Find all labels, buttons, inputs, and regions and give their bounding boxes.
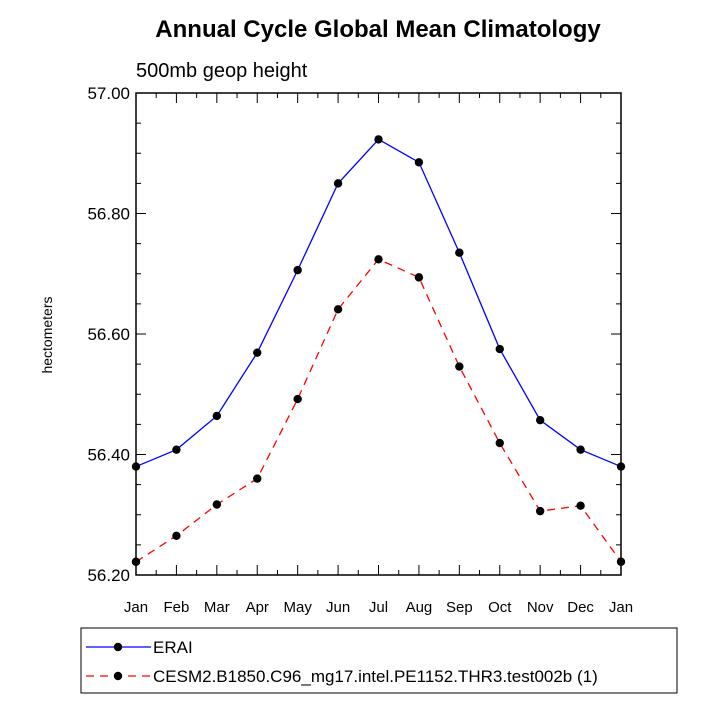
x-tick-label: Apr [246,599,269,616]
data-point [535,415,545,425]
data-point [374,255,383,264]
series-line-2 [135,258,622,563]
x-tick-label: Nov [527,599,554,616]
data-point [293,394,302,404]
legend: ERAI CESM2.B1850.C96_mg17.intel.PE1152.TH… [80,627,678,694]
data-point [495,438,504,448]
plot-frame [135,92,622,576]
x-tick-label: Dec [567,599,594,616]
x-tick-label: Sep [446,599,473,616]
y-tick-label: 56.80 [87,205,130,224]
x-tick-label: Oct [488,599,512,616]
x-tick-label: Jul [369,599,388,616]
legend-label-2: CESM2.B1850.C96_mg17.intel.PE1152.THR3.t… [153,667,598,686]
data-point [535,506,545,516]
data-point [333,305,343,314]
data-point [253,348,262,357]
x-tick-label: Aug [406,599,433,616]
data-point [253,474,262,483]
data-point [576,501,585,510]
y-tick-label: 57.00 [87,84,130,103]
data-point [374,135,383,144]
data-point [172,445,181,454]
y-tick-label: 56.20 [87,566,130,585]
data-point [495,344,504,354]
data-point [333,179,343,188]
x-tick-label: Feb [163,599,189,616]
y-tick-labels: 56.20 56.40 56.60 56.80 57.00 [87,84,130,585]
x-tick-label: Jun [326,599,350,616]
data-point [455,362,464,371]
data-point [455,248,464,257]
x-tick-label: Mar [204,599,230,616]
legend-box [80,627,678,694]
data-point [293,265,302,275]
y-tick-label: 56.60 [87,325,130,344]
legend-marker [113,671,123,681]
chart-title: Annual Cycle Global Mean Climatology [155,16,601,43]
data-point [414,158,424,167]
axis-ticks [135,92,622,576]
chart-subtitle: 500mb geop height [136,60,308,82]
series-layer [131,135,626,566]
data-point [172,531,181,541]
data-point [576,445,585,454]
data-point [212,500,222,509]
x-tick-label: May [283,599,312,616]
x-tick-label: Jan [124,599,148,616]
data-point [414,273,424,282]
legend-marker [113,642,123,652]
legend-label-1: ERAI [153,638,193,657]
y-axis-label: hectometers [39,296,55,373]
x-tick-label: Jan [609,599,633,616]
y-tick-label: 56.40 [87,446,130,465]
x-tick-labels: Jan Feb Mar Apr May Jun Jul Aug Sep Oct Nov Dec Jan [124,599,633,616]
data-point [212,411,222,421]
series-line-1 [135,138,622,468]
